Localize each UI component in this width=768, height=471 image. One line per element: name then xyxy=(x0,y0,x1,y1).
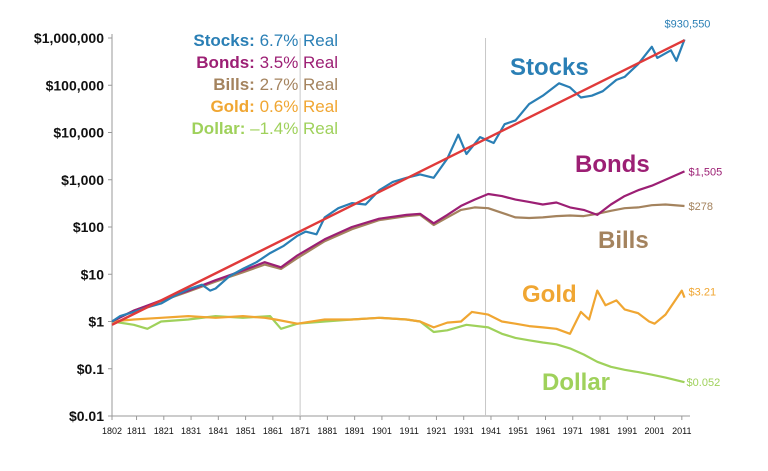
y-tick-label: $0.01 xyxy=(69,408,104,424)
legend-value: 0.6% Real xyxy=(259,97,338,116)
series-end-label: $3.21 xyxy=(689,287,717,299)
legend-value: 2.7% Real xyxy=(259,75,338,94)
x-tick-label: 1811 xyxy=(127,426,146,436)
legend-item-stocks: Stocks: 6.7% Real xyxy=(178,30,338,52)
x-tick-label: 1961 xyxy=(535,426,555,436)
x-tick-label: 1931 xyxy=(454,426,474,436)
x-tick-label: 1851 xyxy=(236,426,256,436)
x-tick-label: 1861 xyxy=(263,426,283,436)
x-tick-label: 1841 xyxy=(208,426,228,436)
y-tick-label: $100,000 xyxy=(46,77,105,93)
series-name-label: Stocks xyxy=(510,54,589,81)
trend-line xyxy=(111,39,686,326)
legend-item-bills: Bills: 2.7% Real xyxy=(178,74,338,96)
series-end-label: $0.052 xyxy=(687,377,721,389)
y-tick-label: $1,000 xyxy=(61,172,104,188)
legend-value: 3.5% Real xyxy=(259,53,338,72)
x-tick-label: 1911 xyxy=(399,426,418,436)
legend-name: Bonds: xyxy=(196,53,255,72)
series-name-label: Bonds xyxy=(575,151,650,178)
series-name-label: Bills xyxy=(598,227,649,254)
x-tick-label: 2001 xyxy=(645,426,665,436)
y-tick-label: $1,000,000 xyxy=(34,30,104,46)
x-tick-label: 1981 xyxy=(590,426,610,436)
y-tick-label: $1 xyxy=(88,314,104,330)
x-tick-label: 1971 xyxy=(563,426,583,436)
series-line-gold xyxy=(111,289,686,335)
x-tick-label: 2011 xyxy=(672,426,691,436)
x-tick-label: 1941 xyxy=(481,426,501,436)
y-tick-label: $10,000 xyxy=(53,125,104,141)
legend-name: Bills: xyxy=(213,75,255,94)
x-tick-label: 1871 xyxy=(290,426,310,436)
x-tick-label: 1831 xyxy=(181,426,201,436)
series-line-bills xyxy=(111,203,685,323)
y-tick-label: $0.1 xyxy=(77,361,104,377)
x-tick-label: 1921 xyxy=(426,426,446,436)
x-tick-label: 1802 xyxy=(102,426,122,436)
x-tick-label: 1821 xyxy=(154,426,174,436)
y-tick-label: $100 xyxy=(73,219,104,235)
legend-value: –1.4% Real xyxy=(250,119,338,138)
legend-name: Dollar: xyxy=(191,119,246,138)
x-tick-label: 1901 xyxy=(372,426,392,436)
legend-value: 6.7% Real xyxy=(259,31,338,50)
legend: Stocks: 6.7% Real Bonds: 3.5% Real Bills… xyxy=(178,30,338,140)
x-tick-label: 1951 xyxy=(508,426,528,436)
series-end-label: $930,550 xyxy=(665,18,711,30)
x-tick-label: 1991 xyxy=(617,426,637,436)
series-end-label: $1,505 xyxy=(689,166,723,178)
series-line-bonds xyxy=(111,170,685,323)
legend-item-dollar: Dollar: –1.4% Real xyxy=(178,118,338,140)
series-name-label: Gold xyxy=(522,281,577,308)
legend-name: Stocks: xyxy=(193,31,255,50)
series-end-label: $278 xyxy=(689,201,713,213)
x-tick-label: 1891 xyxy=(345,426,365,436)
x-tick-label: 1881 xyxy=(317,426,337,436)
legend-item-bonds: Bonds: 3.5% Real xyxy=(178,52,338,74)
y-tick-label: $10 xyxy=(81,266,105,282)
legend-name: Gold: xyxy=(210,97,255,116)
series-name-label: Dollar xyxy=(542,369,610,396)
legend-item-gold: Gold: 0.6% Real xyxy=(178,96,338,118)
